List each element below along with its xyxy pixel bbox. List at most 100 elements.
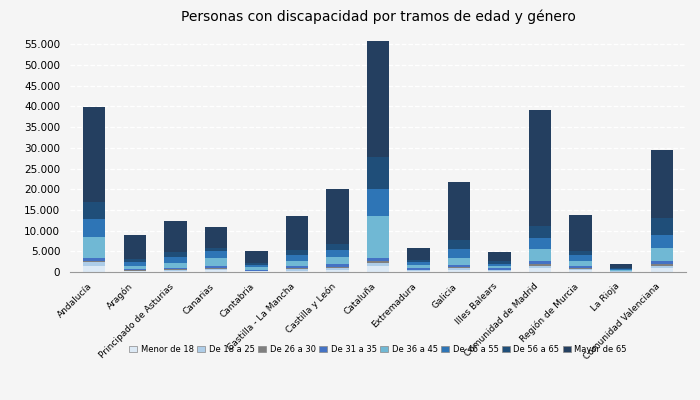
Bar [245, 263, 267, 265]
Bar [529, 264, 552, 266]
Bar [489, 262, 511, 264]
Bar [489, 264, 511, 266]
Bar [326, 268, 349, 270]
Bar [124, 271, 146, 272]
Bar [529, 110, 552, 226]
Bar [164, 269, 186, 270]
Bar [83, 262, 106, 266]
Bar [407, 271, 430, 272]
Bar [407, 268, 430, 270]
Bar [448, 265, 470, 267]
Bar [570, 268, 592, 269]
Bar [326, 270, 349, 272]
Bar [448, 270, 470, 272]
Bar [326, 250, 349, 257]
Bar [83, 107, 106, 202]
Bar [326, 264, 349, 267]
Bar [83, 258, 106, 261]
Bar [245, 251, 267, 263]
Bar [529, 226, 552, 238]
Bar [124, 269, 146, 270]
Bar [367, 157, 389, 189]
Bar [164, 270, 186, 271]
Bar [286, 250, 308, 255]
Bar [204, 268, 227, 269]
Bar [124, 259, 146, 262]
Bar [245, 270, 267, 271]
Bar [529, 268, 552, 272]
Bar [570, 255, 592, 261]
Bar [650, 261, 673, 264]
Bar [83, 261, 106, 262]
Legend: Menor de 18, De 18 a 25, De 26 a 30, De 31 a 35, De 36 a 45, De 46 a 55, De 56 a: Menor de 18, De 18 a 25, De 26 a 30, De … [127, 343, 629, 356]
Bar [83, 237, 106, 258]
Bar [448, 268, 470, 270]
Bar [326, 244, 349, 250]
Bar [529, 249, 552, 261]
Bar [570, 269, 592, 270]
Bar [529, 238, 552, 249]
Bar [407, 260, 430, 262]
Bar [650, 218, 673, 234]
Bar [245, 271, 267, 272]
Bar [407, 270, 430, 271]
Bar [124, 262, 146, 266]
Bar [367, 263, 389, 266]
Bar [286, 216, 308, 250]
Bar [650, 150, 673, 218]
Bar [286, 266, 308, 268]
Bar [326, 267, 349, 268]
Bar [204, 258, 227, 266]
Bar [286, 270, 308, 272]
Bar [570, 270, 592, 272]
Bar [650, 266, 673, 268]
Bar [610, 264, 632, 268]
Bar [204, 269, 227, 270]
Bar [124, 234, 146, 259]
Bar [407, 265, 430, 268]
Bar [83, 266, 106, 272]
Bar [610, 269, 632, 270]
Bar [650, 264, 673, 266]
Bar [164, 221, 186, 252]
Bar [407, 248, 430, 260]
Bar [367, 258, 389, 261]
Bar [124, 270, 146, 271]
Bar [407, 262, 430, 265]
Bar [489, 271, 511, 272]
Bar [610, 268, 632, 269]
Bar [448, 258, 470, 265]
Bar [650, 248, 673, 261]
Bar [570, 261, 592, 266]
Bar [164, 271, 186, 272]
Bar [124, 266, 146, 269]
Bar [529, 261, 552, 264]
Bar [164, 252, 186, 257]
Bar [570, 250, 592, 255]
Bar [286, 268, 308, 269]
Bar [570, 214, 592, 250]
Bar [245, 265, 267, 267]
Bar [367, 261, 389, 263]
Bar [204, 270, 227, 272]
Bar [367, 216, 389, 258]
Bar [650, 268, 673, 272]
Bar [610, 270, 632, 271]
Bar [204, 266, 227, 268]
Bar [326, 189, 349, 244]
Bar [326, 257, 349, 264]
Bar [367, 41, 389, 157]
Bar [204, 227, 227, 248]
Bar [448, 267, 470, 268]
Title: Personas con discapacidad por tramos de edad y género: Personas con discapacidad por tramos de … [181, 9, 575, 24]
Bar [570, 266, 592, 268]
Bar [489, 252, 511, 262]
Bar [245, 267, 267, 270]
Bar [650, 234, 673, 248]
Bar [367, 189, 389, 216]
Bar [164, 257, 186, 263]
Bar [489, 266, 511, 268]
Bar [286, 261, 308, 266]
Bar [448, 182, 470, 240]
Bar [164, 268, 186, 269]
